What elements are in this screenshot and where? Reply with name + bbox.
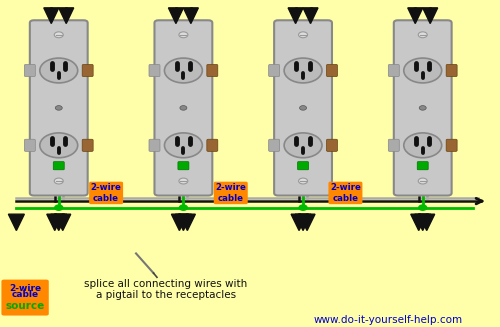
- Text: source: source: [5, 301, 44, 311]
- Polygon shape: [291, 214, 307, 231]
- FancyBboxPatch shape: [24, 64, 36, 77]
- Circle shape: [404, 133, 442, 158]
- Circle shape: [40, 58, 78, 83]
- FancyBboxPatch shape: [149, 64, 160, 77]
- Circle shape: [55, 205, 62, 210]
- Text: 2-wire: 2-wire: [9, 284, 41, 293]
- Polygon shape: [44, 8, 59, 24]
- Circle shape: [180, 205, 188, 210]
- Polygon shape: [411, 214, 426, 231]
- FancyBboxPatch shape: [2, 280, 49, 316]
- Circle shape: [179, 178, 188, 184]
- Polygon shape: [47, 214, 62, 231]
- FancyBboxPatch shape: [268, 64, 280, 77]
- Circle shape: [300, 106, 306, 110]
- FancyBboxPatch shape: [388, 64, 400, 77]
- FancyBboxPatch shape: [394, 20, 452, 196]
- FancyBboxPatch shape: [207, 64, 218, 77]
- FancyBboxPatch shape: [446, 139, 457, 151]
- Polygon shape: [288, 8, 303, 24]
- Polygon shape: [408, 8, 422, 24]
- Circle shape: [40, 133, 78, 158]
- Circle shape: [404, 58, 442, 83]
- Text: 2-wire
cable: 2-wire cable: [330, 183, 361, 203]
- Circle shape: [54, 178, 63, 184]
- Polygon shape: [414, 214, 430, 231]
- FancyBboxPatch shape: [24, 139, 36, 151]
- Polygon shape: [8, 214, 24, 231]
- FancyBboxPatch shape: [54, 162, 64, 170]
- Polygon shape: [422, 8, 438, 24]
- FancyBboxPatch shape: [30, 20, 88, 196]
- Circle shape: [180, 106, 187, 110]
- FancyBboxPatch shape: [326, 139, 338, 151]
- Polygon shape: [172, 214, 188, 231]
- FancyBboxPatch shape: [82, 139, 93, 151]
- Circle shape: [56, 106, 62, 110]
- Circle shape: [164, 58, 202, 83]
- Circle shape: [284, 133, 322, 158]
- FancyBboxPatch shape: [178, 162, 189, 170]
- FancyBboxPatch shape: [326, 64, 338, 77]
- Polygon shape: [51, 214, 66, 231]
- FancyBboxPatch shape: [207, 139, 218, 151]
- Polygon shape: [418, 214, 434, 231]
- Polygon shape: [59, 8, 74, 24]
- Text: 2-wire
cable: 2-wire cable: [90, 183, 122, 203]
- Polygon shape: [299, 214, 315, 231]
- Polygon shape: [55, 214, 70, 231]
- Circle shape: [419, 106, 426, 110]
- Polygon shape: [168, 8, 184, 24]
- Circle shape: [418, 32, 427, 38]
- FancyBboxPatch shape: [154, 20, 212, 196]
- Circle shape: [179, 32, 188, 38]
- Circle shape: [298, 32, 308, 38]
- FancyBboxPatch shape: [274, 20, 332, 196]
- Polygon shape: [295, 214, 311, 231]
- Circle shape: [284, 58, 322, 83]
- FancyBboxPatch shape: [149, 139, 160, 151]
- Polygon shape: [303, 8, 318, 24]
- FancyBboxPatch shape: [82, 64, 93, 77]
- Polygon shape: [180, 214, 196, 231]
- Circle shape: [54, 32, 63, 38]
- Circle shape: [298, 178, 308, 184]
- FancyBboxPatch shape: [298, 162, 308, 170]
- Circle shape: [418, 205, 426, 210]
- Text: www.do-it-yourself-help.com: www.do-it-yourself-help.com: [314, 315, 462, 325]
- Circle shape: [164, 133, 202, 158]
- FancyBboxPatch shape: [417, 162, 428, 170]
- Text: 2-wire
cable: 2-wire cable: [216, 183, 246, 203]
- FancyBboxPatch shape: [268, 139, 280, 151]
- Polygon shape: [176, 214, 192, 231]
- Circle shape: [299, 205, 307, 210]
- Polygon shape: [184, 8, 198, 24]
- Text: splice all connecting wires with
a pigtail to the receptacles: splice all connecting wires with a pigta…: [84, 279, 247, 300]
- Text: cable: cable: [12, 290, 38, 300]
- FancyBboxPatch shape: [446, 64, 457, 77]
- FancyBboxPatch shape: [388, 139, 400, 151]
- Circle shape: [418, 178, 427, 184]
